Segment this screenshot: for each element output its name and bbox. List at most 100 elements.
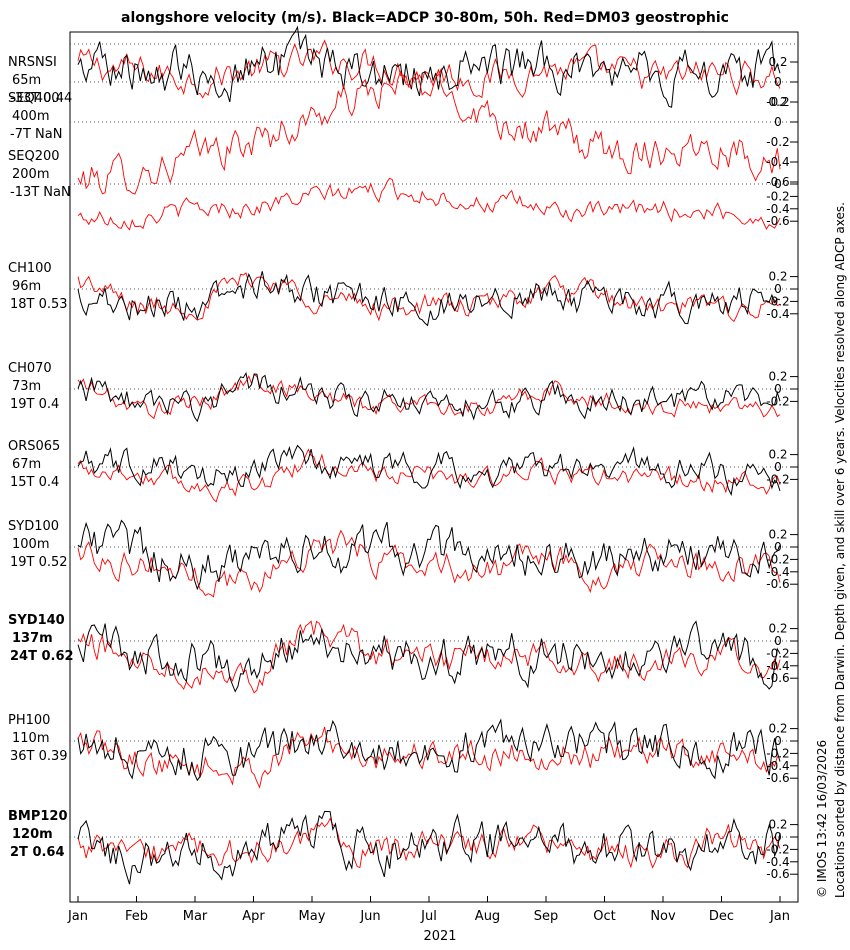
- black-adcp-series-ors065: [77, 444, 781, 497]
- x-tick-label: Feb: [125, 909, 148, 924]
- x-tick-label: Nov: [650, 909, 676, 924]
- panel-syd140: 0.20-0.2-0.4-0.6 SYD140 137m 24T 0.62: [8, 613, 798, 694]
- black-adcp-series-ph100: [77, 718, 781, 782]
- site-skill: 2T 0.64: [10, 845, 65, 860]
- y-tick-label: -0.4: [766, 307, 789, 321]
- black-adcp-series-ch100: [77, 271, 781, 327]
- y-tick-label: -0.4: [766, 155, 789, 169]
- site-depth: 110m: [12, 731, 49, 746]
- site-skill: 19T 0.4: [10, 397, 59, 412]
- x-axis-label: 2021: [423, 929, 456, 944]
- site-depth: 96m: [12, 279, 41, 294]
- site-name: BMP120: [8, 809, 68, 824]
- y-tick-label: -0.2: [766, 646, 789, 660]
- site-name: SEQ200: [8, 149, 60, 164]
- y-tick-label: 0: [774, 830, 782, 844]
- y-tick-label: 0.2: [768, 270, 787, 284]
- site-name: CH070: [8, 361, 52, 376]
- black-adcp-series-syd140: [77, 620, 781, 693]
- site-name: NRSNSI: [8, 55, 57, 70]
- site-skill: 24T 0.62: [10, 649, 74, 664]
- y-tick-label: 0: [774, 734, 782, 748]
- y-tick-label: -0.6: [766, 214, 789, 228]
- black-adcp-series-bmp120: [77, 810, 781, 885]
- x-tick-label: Jul: [420, 909, 437, 924]
- site-name: SYD140: [8, 613, 65, 628]
- x-tick-label: Jan: [769, 909, 790, 924]
- x-tick-label: Sep: [534, 909, 559, 924]
- red-geostrophic-series-ph100: [77, 726, 781, 789]
- site-skill: -33T 0.44: [10, 91, 72, 106]
- y-tick-label: 0.2: [768, 818, 787, 832]
- site-skill: 36T 0.39: [10, 749, 68, 764]
- y-tick-label: -0.2: [766, 294, 789, 308]
- y-tick-label: -0.2: [766, 552, 789, 566]
- y-tick-label: -0.4: [766, 202, 789, 216]
- red-geostrophic-series-syd140: [77, 620, 781, 694]
- black-adcp-series-ch070: [77, 371, 781, 423]
- y-tick-label: 0: [774, 115, 782, 129]
- site-skill: -13T NaN: [10, 185, 71, 200]
- site-name: CH100: [8, 261, 52, 276]
- site-skill: 15T 0.4: [10, 475, 59, 490]
- site-skill: 19T 0.52: [10, 555, 68, 570]
- y-tick-label: 0.2: [768, 622, 787, 636]
- site-skill: -7T NaN: [10, 127, 62, 142]
- y-tick-label: -0.2: [766, 746, 789, 760]
- black-adcp-series-nrsnsi: [77, 25, 781, 108]
- y-tick-label: 0: [774, 634, 782, 648]
- y-tick-label: -0.6: [766, 671, 789, 685]
- panel-syd100: 0.20-0.2-0.4-0.6 SYD100 100m 19T 0.52: [8, 519, 798, 598]
- site-name: SYD100: [8, 519, 59, 534]
- y-tick-label: -0.6: [766, 577, 789, 591]
- y-tick-label: 0.2: [768, 448, 787, 462]
- y-tick-label: -0.4: [766, 855, 789, 869]
- x-tick-label: Apr: [242, 909, 265, 924]
- x-tick-label: Mar: [183, 909, 208, 924]
- y-tick-label: -0.2: [766, 135, 789, 149]
- y-tick-label: -0.4: [766, 565, 789, 579]
- y-tick-label: 0.2: [768, 370, 787, 384]
- y-tick-label: 0.2: [768, 95, 787, 109]
- y-tick-label: -0.6: [766, 867, 789, 881]
- y-tick-label: -0.6: [766, 175, 789, 189]
- panel-bmp120: 0.20-0.2-0.4-0.6 BMP120 120m 2T 0.64: [8, 809, 798, 885]
- site-depth: 73m: [12, 379, 41, 394]
- y-tick-label: 0: [774, 460, 782, 474]
- site-depth: 65m: [12, 73, 41, 88]
- site-depth: 400m: [12, 109, 49, 124]
- x-tick-label: Jan: [67, 909, 88, 924]
- red-geostrophic-series-ch100: [77, 272, 781, 323]
- panel-ch100: 0.20-0.2-0.4 CH100 96m 18T 0.53: [8, 261, 798, 327]
- site-skill: 18T 0.53: [10, 297, 68, 312]
- y-tick-label: 0.2: [768, 55, 787, 69]
- y-tick-label: 0: [774, 382, 782, 396]
- y-tick-label: 0.2: [768, 528, 787, 542]
- red-geostrophic-series-ors065: [77, 448, 781, 503]
- chart-title: alongshore velocity (m/s). Black=ADCP 30…: [121, 10, 729, 26]
- y-tick-label: 0: [774, 177, 782, 191]
- x-axis-ticks: Jan Feb Mar Apr May Jun Jul Aug Sep Oct Nov Dec Jan: [67, 896, 790, 924]
- site-depth: 67m: [12, 457, 41, 472]
- y-tick-label: 0: [774, 540, 782, 554]
- site-depth: 120m: [12, 827, 53, 842]
- red-geostrophic-series-syd100: [77, 529, 781, 598]
- red-geostrophic-series-ch070: [77, 373, 781, 420]
- site-depth: 137m: [12, 631, 53, 646]
- y-tick-label: -0.4: [766, 759, 789, 773]
- site-depth: 100m: [12, 537, 49, 552]
- red-geostrophic-series-seq400: [77, 69, 781, 195]
- y-tick-label: 0.2: [768, 722, 787, 736]
- y-tick-label: -0.2: [766, 842, 789, 856]
- y-tick-label: -0.4: [766, 659, 789, 673]
- y-tick-label: -0.2: [766, 189, 789, 203]
- panel-ch070: 0.20-0.2 CH070 73m 19T 0.4: [8, 361, 798, 423]
- y-tick-label: 0: [774, 75, 782, 89]
- red-geostrophic-series-seq200: [77, 177, 781, 231]
- y-tick-label: -0.6: [766, 771, 789, 785]
- x-tick-label: Dec: [709, 909, 734, 924]
- copyright-footer: © IMOS 13:42 16/03/2026: [815, 740, 829, 898]
